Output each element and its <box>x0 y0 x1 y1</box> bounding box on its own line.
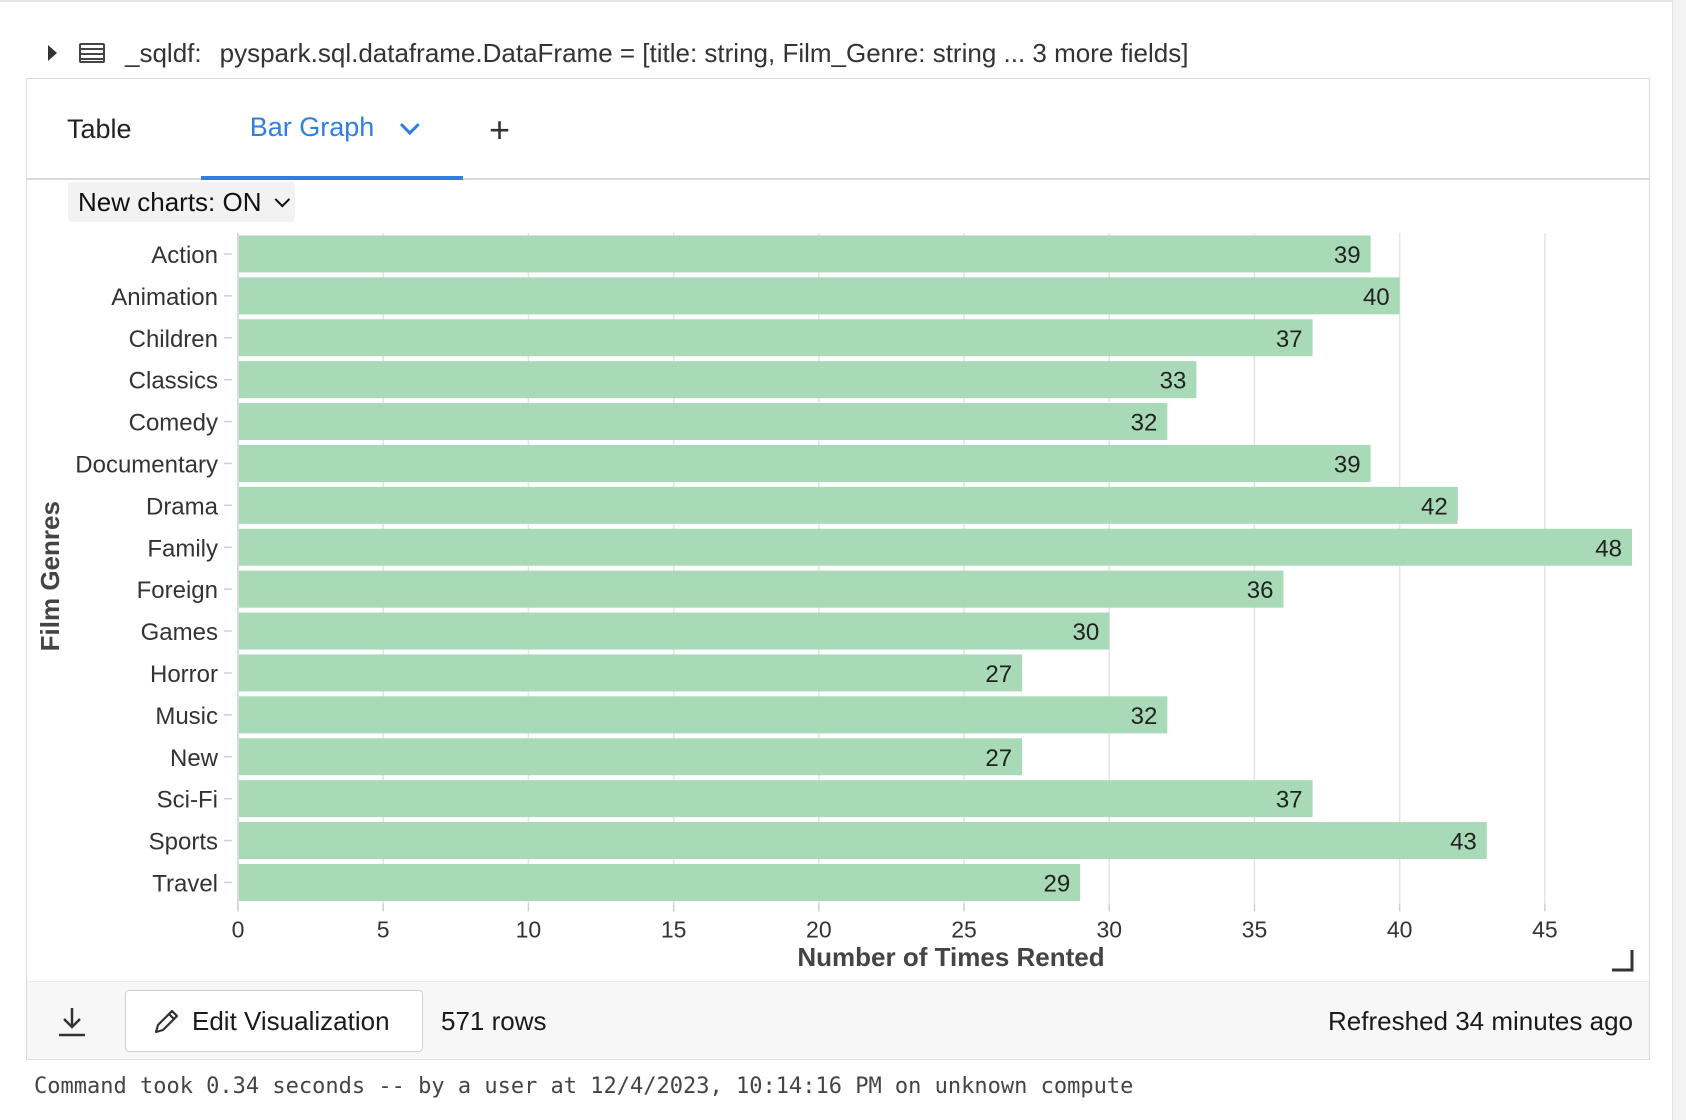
edit-visualization-label: Edit Visualization <box>192 1005 390 1036</box>
chevron-down-icon[interactable] <box>400 114 421 135</box>
dataframe-name: _sqldf: <box>125 37 202 68</box>
add-visualization-button[interactable]: + <box>489 108 511 150</box>
dataframe-type: pyspark.sql.dataframe.DataFrame = [title… <box>219 37 1189 68</box>
tab-table[interactable]: Table <box>67 114 132 144</box>
tab-bar-graph[interactable]: Bar Graph <box>201 79 463 180</box>
pencil-icon <box>154 1009 179 1034</box>
top-divider <box>0 0 1672 2</box>
results-footer: Edit Visualization 571 rows Refreshed 34… <box>27 981 1649 1059</box>
table-icon <box>79 43 105 63</box>
row-count: 571 rows <box>441 1005 547 1036</box>
caret-right-icon[interactable] <box>48 45 57 61</box>
new-charts-label: New charts: ON <box>78 186 262 217</box>
refreshed-status: Refreshed 34 minutes ago <box>1328 1005 1633 1036</box>
results-panel: Table Bar Graph + New charts: ON Edit Vi… <box>26 78 1650 1060</box>
tab-bar-graph-label: Bar Graph <box>249 112 375 142</box>
new-charts-toggle[interactable]: New charts: ON <box>68 182 295 222</box>
command-info: Command took 0.34 seconds -- by a user a… <box>34 1074 1134 1099</box>
dataframe-summary[interactable]: _sqldf: pyspark.sql.dataframe.DataFrame … <box>48 36 1188 70</box>
edit-visualization-button[interactable]: Edit Visualization <box>125 990 423 1052</box>
result-tabs: Table Bar Graph + <box>27 79 1649 180</box>
scrollbar-track[interactable] <box>1672 0 1686 1120</box>
download-icon[interactable] <box>57 1006 87 1038</box>
chevron-down-icon <box>274 191 290 207</box>
